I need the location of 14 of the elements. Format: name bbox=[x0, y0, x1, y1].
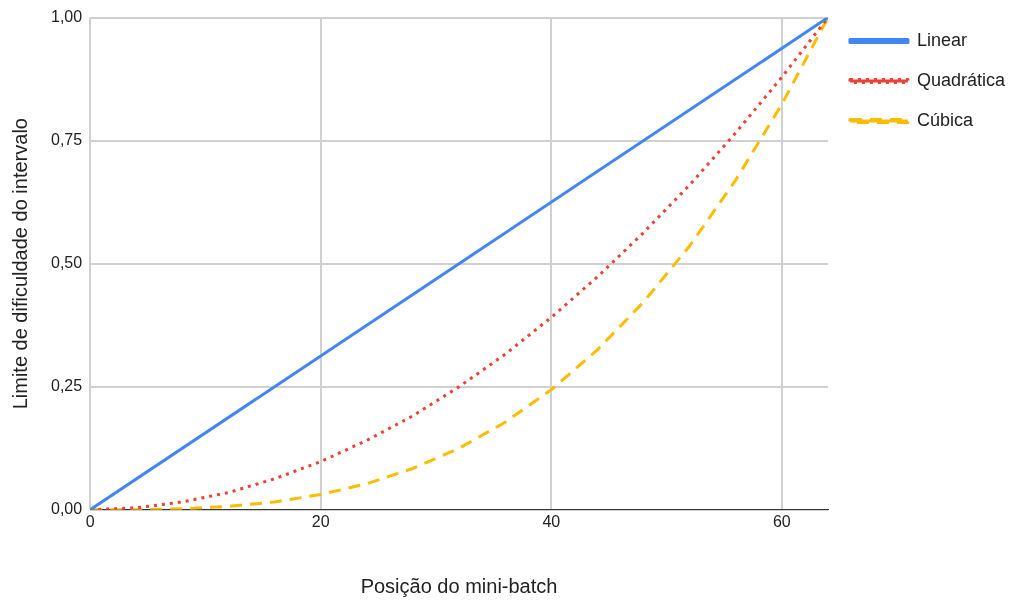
legend-label: Cúbica bbox=[916, 109, 974, 130]
x-tick-label: 0 bbox=[85, 512, 95, 530]
x-tick-label: 20 bbox=[311, 512, 330, 530]
y-tick-label: 0,50 bbox=[51, 254, 83, 272]
legend-label: Linear bbox=[916, 29, 967, 50]
y-tick-label: 0,25 bbox=[51, 377, 83, 395]
x-tick-label: 40 bbox=[542, 512, 561, 530]
x-tick-label: 60 bbox=[772, 512, 791, 530]
y-tick-label: 0,00 bbox=[51, 500, 83, 518]
x-axis-title: Posição do mini-batch bbox=[360, 574, 558, 597]
legend-label: Quadrática bbox=[916, 69, 1006, 90]
y-tick-label: 0,75 bbox=[51, 131, 83, 149]
y-axis-title: Limite de dificuldade do intervalo bbox=[8, 118, 31, 410]
y-tick-label: 1,00 bbox=[51, 8, 83, 26]
